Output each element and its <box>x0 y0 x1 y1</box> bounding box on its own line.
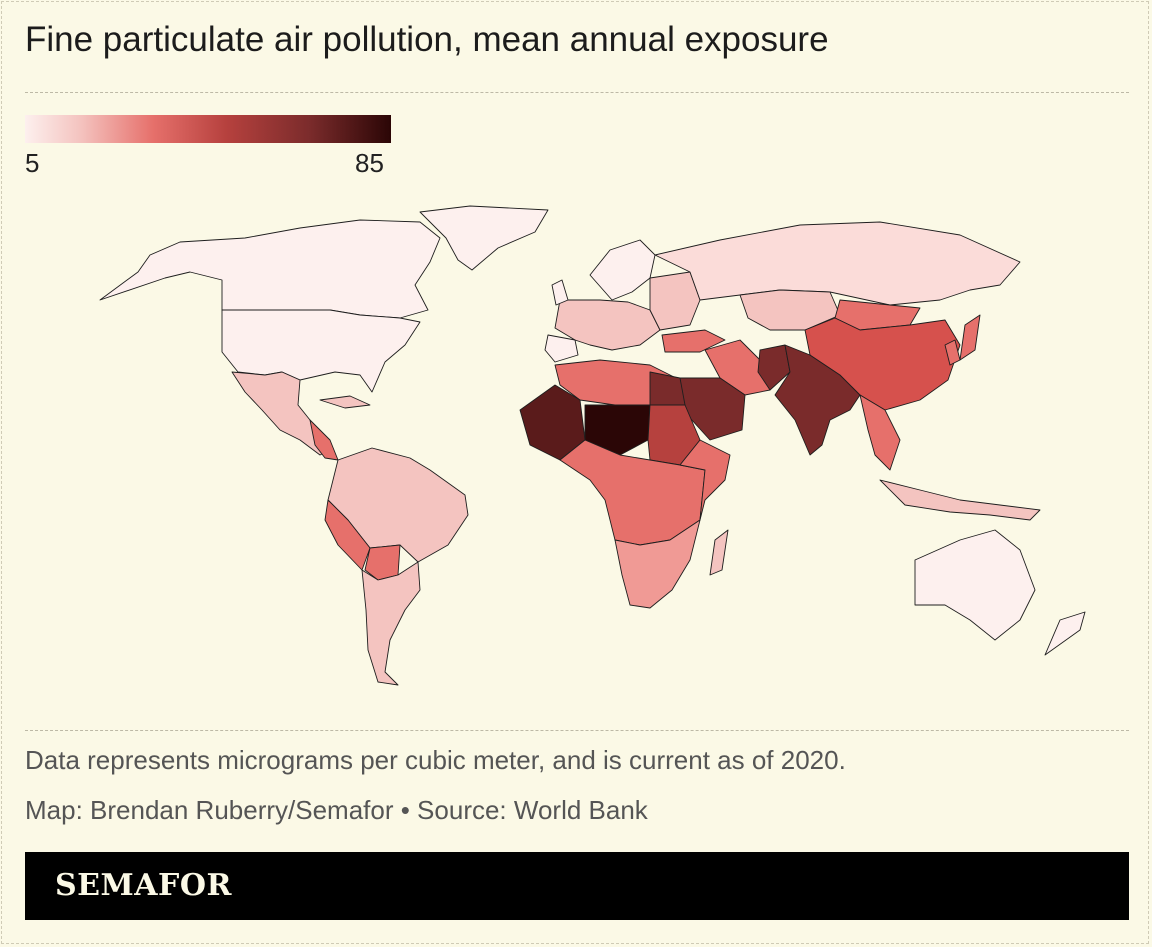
region-china <box>804 317 961 411</box>
legend-min-label: 5 <box>25 148 40 178</box>
region-canada <box>99 219 441 319</box>
region-new-zealand <box>1044 611 1086 656</box>
region-western-europe <box>554 299 661 351</box>
region-pakistan <box>757 344 791 391</box>
region-australia <box>914 529 1036 641</box>
region-southeast-asia <box>859 394 901 471</box>
page-title: Fine particulate air pollution, mean ann… <box>25 20 829 59</box>
color-scale-legend <box>25 115 391 143</box>
region-kazakhstan <box>739 289 841 331</box>
region-indonesia <box>879 479 1041 521</box>
world-choropleth-map <box>99 205 1086 686</box>
region-eastern-europe <box>649 271 701 331</box>
bottom-divider <box>25 730 1129 731</box>
brand-logo[interactable]: SEMAFOR <box>55 868 232 903</box>
top-divider <box>25 92 1129 93</box>
region-greenland <box>419 205 549 271</box>
brand-bar: SEMAFOR <box>25 852 1129 920</box>
region-russia <box>654 221 1021 306</box>
data-note: Data represents micrograms per cubic met… <box>25 745 846 775</box>
region-south-america-south <box>361 561 421 686</box>
region-cuba <box>319 395 371 409</box>
region-iberia <box>544 334 579 363</box>
region-southern-africa <box>614 519 701 609</box>
region-madagascar <box>709 529 729 576</box>
region-scandinavia <box>589 239 656 301</box>
region-turkey <box>661 329 726 353</box>
region-korea-japan <box>944 314 981 366</box>
legend-max-label: 85 <box>355 148 384 178</box>
region-uk <box>551 279 569 306</box>
region-egypt <box>649 371 686 406</box>
credit-line: Map: Brendan Ruberry/Semafor • Source: W… <box>25 795 648 825</box>
region-central-america <box>309 419 339 461</box>
region-east-africa <box>679 439 731 521</box>
